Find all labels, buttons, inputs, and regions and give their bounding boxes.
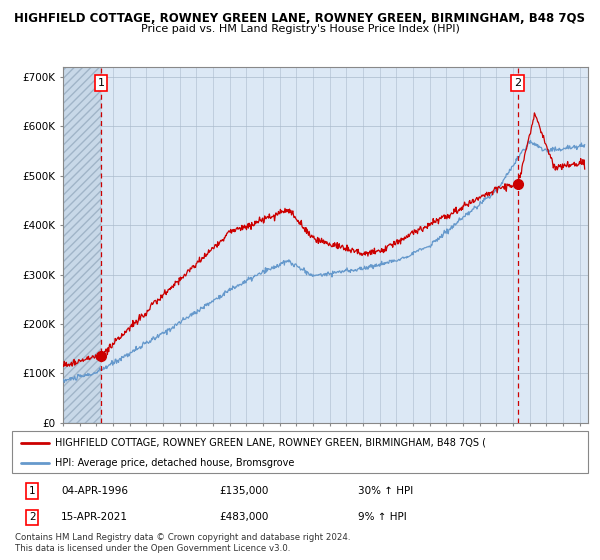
- Text: £135,000: £135,000: [220, 486, 269, 496]
- Text: HIGHFIELD COTTAGE, ROWNEY GREEN LANE, ROWNEY GREEN, BIRMINGHAM, B48 7QS (: HIGHFIELD COTTAGE, ROWNEY GREEN LANE, RO…: [55, 438, 486, 448]
- Bar: [63, 67, 101, 423]
- Text: HIGHFIELD COTTAGE, ROWNEY GREEN LANE, ROWNEY GREEN, BIRMINGHAM, B48 7QS: HIGHFIELD COTTAGE, ROWNEY GREEN LANE, RO…: [14, 12, 586, 25]
- Text: 1: 1: [97, 78, 104, 88]
- Text: 1: 1: [29, 486, 35, 496]
- Text: 04-APR-1996: 04-APR-1996: [61, 486, 128, 496]
- Text: 9% ↑ HPI: 9% ↑ HPI: [358, 512, 406, 522]
- Text: £483,000: £483,000: [220, 512, 269, 522]
- Text: Price paid vs. HM Land Registry's House Price Index (HPI): Price paid vs. HM Land Registry's House …: [140, 24, 460, 34]
- Text: 30% ↑ HPI: 30% ↑ HPI: [358, 486, 413, 496]
- Text: 15-APR-2021: 15-APR-2021: [61, 512, 128, 522]
- Text: Contains HM Land Registry data © Crown copyright and database right 2024.
This d: Contains HM Land Registry data © Crown c…: [15, 533, 350, 553]
- Text: HPI: Average price, detached house, Bromsgrove: HPI: Average price, detached house, Brom…: [55, 458, 295, 468]
- Text: 2: 2: [514, 78, 521, 88]
- Text: 2: 2: [29, 512, 35, 522]
